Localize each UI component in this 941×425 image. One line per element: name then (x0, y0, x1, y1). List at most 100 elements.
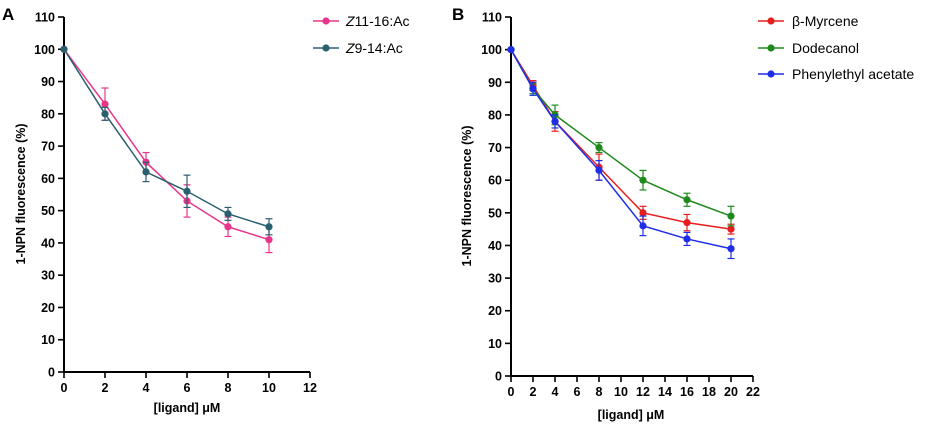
x-axis-ticks-a: 0 2 4 6 8 10 12 (61, 372, 317, 395)
chart-panel-a: A 0 10 20 30 40 50 60 70 80 90 100 110 0 2 4 6 8 10 12 1-… (2, 5, 410, 415)
legend-label-a-1: Z9-14:Ac (345, 40, 403, 56)
legend-a: Z11-16:Ac Z9-14:Ac (313, 13, 410, 56)
y-tick-label-a-5: 50 (41, 204, 55, 218)
data-point-b-2-1 (529, 85, 537, 93)
x-tick-label-b-11: 22 (746, 385, 760, 399)
y-tick-label-a-7: 70 (41, 140, 55, 154)
data-point-a-1-3 (183, 187, 191, 195)
series-group-a (60, 45, 273, 254)
x-tick-label-b-6: 12 (636, 385, 650, 399)
x-tick-label-a-2: 4 (143, 381, 150, 395)
legend-swatch-marker-b-2 (767, 70, 775, 78)
legend-label-italic-a-0: Z (345, 13, 355, 29)
y-tick-label-a-9: 90 (41, 75, 55, 89)
data-point-b-2-5 (683, 235, 691, 243)
y-tick-label-a-0: 0 (48, 366, 55, 380)
x-tick-label-b-10: 20 (724, 385, 738, 399)
legend-label-b-2: Phenylethyl acetate (792, 66, 914, 82)
legend-swatch-marker-b-0 (767, 17, 775, 25)
x-tick-label-a-6: 12 (303, 381, 317, 395)
data-point-b-0-4 (639, 209, 647, 217)
y-axis-ticks-a: 0 10 20 30 40 50 60 70 80 90 100 110 (34, 11, 64, 380)
y-tick-label-b-1: 10 (488, 337, 502, 351)
y-tick-label-a-2: 20 (41, 301, 55, 315)
x-tick-label-a-4: 8 (225, 381, 232, 395)
data-point-a-1-0 (60, 45, 68, 53)
data-point-a-1-4 (224, 210, 232, 218)
y-tick-label-a-10: 100 (34, 43, 55, 57)
legend-b: β-Myrcene Dodecanol Phenylethyl acetate (758, 13, 914, 82)
x-axis-label-text-a: [ligand] (154, 401, 203, 415)
legend-item-b-1: Dodecanol (758, 40, 859, 56)
legend-label-rest-b-0: β-Myrcene (792, 13, 859, 29)
legend-swatch-marker-a-1 (322, 44, 330, 52)
data-point-b-2-4 (639, 222, 647, 230)
y-tick-label-b-11: 110 (482, 11, 502, 25)
data-point-b-1-6 (727, 212, 735, 220)
data-point-a-1-2 (142, 168, 150, 176)
x-tick-label-b-3: 6 (574, 385, 581, 399)
data-point-a-0-1 (101, 100, 109, 108)
data-point-b-1-3 (595, 143, 603, 152)
legend-item-b-2: Phenylethyl acetate (758, 66, 914, 82)
x-tick-label-b-9: 18 (702, 385, 716, 399)
x-axis-label-unit-b: μM (646, 408, 664, 422)
y-tick-label-a-8: 80 (41, 107, 55, 121)
data-point-b-1-5 (683, 196, 691, 204)
x-axis-label-a: [ligand] μM (154, 401, 221, 415)
legend-label-rest-b-1: Dodecanol (792, 40, 859, 56)
legend-label-b-0: β-Myrcene (792, 13, 859, 29)
x-tick-label-b-4: 8 (596, 385, 603, 399)
series-line-b-0 (510, 49, 732, 230)
data-point-a-0-4 (224, 223, 232, 231)
data-point-b-2-3 (595, 166, 603, 174)
x-tick-label-b-1: 2 (530, 385, 537, 399)
x-axis-ticks-b: 0 2 4 6 8 10 12 14 16 18 20 22 (508, 376, 760, 399)
series-line-a-0 (63, 48, 270, 241)
data-point-b-0-5 (683, 219, 691, 227)
x-tick-label-a-3: 6 (184, 381, 191, 395)
data-point-a-0-5 (265, 236, 273, 244)
y-tick-label-a-1: 10 (41, 333, 55, 347)
x-axis-label-b: [ligand] μM (598, 408, 665, 422)
y-axis-ticks-b: 0 10 20 30 40 50 60 70 80 90 100 110 (481, 11, 511, 384)
x-tick-label-a-0: 0 (61, 381, 68, 395)
legend-item-a-1: Z9-14:Ac (313, 40, 403, 56)
y-tick-label-b-7: 70 (488, 141, 502, 155)
x-axis-label-text-b: [ligand] (598, 408, 647, 422)
legend-label-rest-a-0: 11-16:Ac (355, 13, 410, 29)
data-point-b-2-0 (507, 46, 515, 54)
x-tick-label-b-8: 16 (680, 385, 694, 399)
legend-label-rest-a-1: 9-14:Ac (355, 40, 403, 56)
data-point-b-2-2 (551, 117, 559, 126)
y-tick-label-b-8: 80 (488, 108, 502, 122)
y-axis-label-b: 1-NPN fluorescence (%) (460, 125, 474, 266)
data-point-a-1-1 (101, 110, 109, 118)
y-tick-label-b-6: 60 (488, 174, 502, 188)
chart-panel-b: B 0 10 20 30 40 50 60 70 80 90 100 110 0 2 4 6 8 10 12 14 1… (452, 5, 914, 422)
series-line-b-2 (510, 49, 732, 250)
y-tick-label-b-2: 20 (488, 304, 502, 318)
y-tick-label-a-6: 60 (41, 172, 55, 186)
series-b-2 (507, 46, 735, 260)
legend-item-a-0: Z11-16:Ac (313, 13, 410, 29)
x-tick-label-a-5: 10 (262, 381, 276, 395)
y-tick-label-b-5: 50 (488, 206, 502, 220)
y-tick-label-a-3: 30 (41, 269, 55, 283)
data-point-b-2-6 (727, 245, 735, 253)
series-a-0 (60, 45, 273, 254)
series-group-b (507, 46, 735, 260)
x-tick-label-b-2: 4 (552, 385, 559, 399)
y-tick-label-b-4: 40 (488, 239, 502, 253)
legend-item-b-0: β-Myrcene (758, 13, 859, 29)
panel-letter-b: B (452, 5, 464, 24)
y-tick-label-a-4: 40 (41, 236, 55, 250)
y-tick-label-b-10: 100 (481, 43, 502, 57)
data-point-b-0-6 (727, 225, 735, 233)
y-axis-label-a: 1-NPN fluorescence (%) (14, 123, 28, 264)
data-point-a-1-5 (265, 223, 273, 231)
legend-swatch-marker-b-1 (767, 44, 775, 52)
series-a-1 (60, 45, 273, 236)
x-tick-label-a-1: 2 (102, 381, 109, 395)
